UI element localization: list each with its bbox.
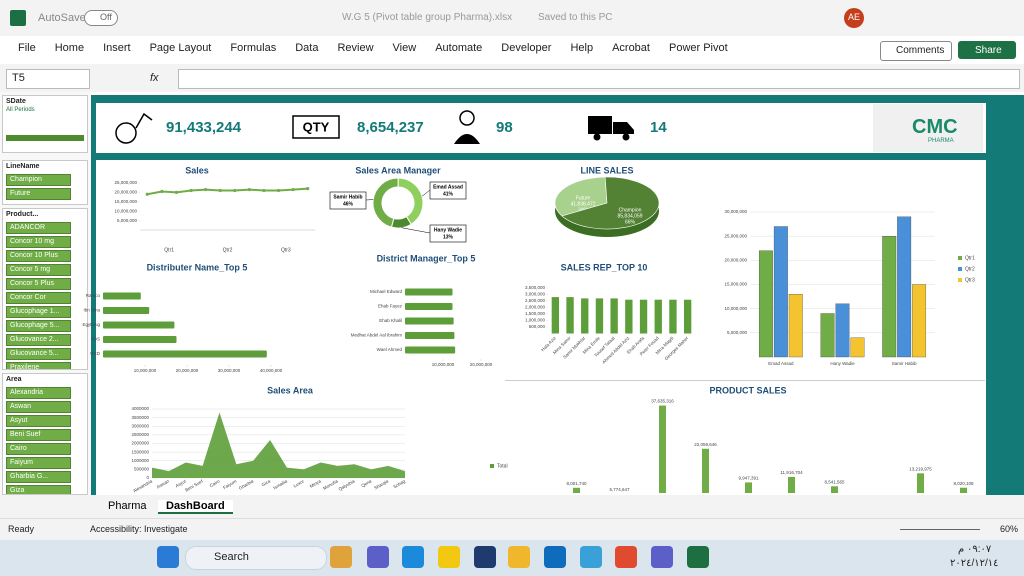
ribbon-tab[interactable]: View (392, 42, 417, 54)
status-accessibility[interactable]: Accessibility: Investigate (90, 524, 188, 534)
ribbon-tab[interactable]: Formulas (230, 42, 277, 54)
ribbon-tab[interactable]: Developer (501, 42, 552, 54)
app-icon[interactable] (508, 546, 530, 568)
slicer-item[interactable]: Concor Cor (6, 292, 71, 304)
name-box-value: T5 (12, 72, 25, 84)
clock-date: ٢٠٢٤/١٢/١٤ (950, 558, 999, 569)
slicer-item[interactable]: Faiyum (6, 457, 71, 469)
ribbon-tab[interactable]: Home (54, 42, 85, 54)
formula-input[interactable] (178, 69, 1020, 89)
slicer-item[interactable]: Champion (6, 174, 71, 186)
pane-divider (505, 380, 985, 381)
zoom-slider[interactable] (900, 529, 980, 530)
file-name: W.G 5 (Pivot table group Pharma).xlsx (342, 12, 513, 23)
logo-sub: PHARMA (928, 138, 954, 144)
app-icon[interactable] (367, 546, 389, 568)
user-avatar[interactable] (844, 8, 864, 28)
slicer-item[interactable]: Concor 5 mg (6, 264, 71, 276)
slicer: LineName Champion Future (2, 160, 88, 205)
slicer-title: Area (6, 376, 22, 383)
app-icon[interactable] (157, 546, 179, 568)
logo-box (873, 104, 983, 152)
ribbon-tab[interactable]: Page Layout (149, 42, 212, 54)
slicer-item[interactable]: Giza (6, 485, 71, 494)
autosave-state: Off (100, 12, 112, 22)
slicer-item[interactable]: Concor 10 Plus (6, 250, 71, 262)
slicer-item[interactable]: Asyut (6, 415, 71, 427)
share-label: Share (975, 45, 1002, 56)
autosave-label: AutoSave (38, 12, 86, 24)
comments-button[interactable] (880, 41, 952, 61)
logo-name: CMC (912, 116, 958, 138)
taskbar-search-label: Search (214, 551, 249, 563)
app-icon[interactable] (474, 546, 496, 568)
ribbon-tab[interactable]: File (18, 42, 36, 54)
slicer-item[interactable]: ADANCOR (6, 222, 71, 234)
kpi-band (96, 153, 986, 160)
ribbon-tab[interactable]: Review (337, 42, 374, 54)
app-icon[interactable] (580, 546, 602, 568)
zoom-level: 60% (1000, 524, 1019, 534)
name-box[interactable] (6, 69, 90, 89)
slicer: Area Alexandria Aswan Asyut Beni Suef Cairo Fa… (2, 373, 88, 495)
slicer: Product... ADANCOR Concor 10 mg Concor 10 P… (2, 208, 88, 370)
sheet-tab[interactable]: Pharma (108, 500, 147, 512)
timeline-bar (6, 135, 84, 141)
ribbon-tab[interactable]: Automate (435, 42, 483, 54)
slicer-item[interactable]: Concor 5 Plus (6, 278, 71, 290)
slicer-item[interactable]: Concor 10 mg (6, 236, 71, 248)
slicer-item[interactable]: Cairo (6, 443, 71, 455)
slicer-item[interactable]: Future (6, 188, 71, 200)
status-ready: Ready (8, 524, 35, 534)
ribbon-tab[interactable]: Insert (103, 42, 131, 54)
slicer-item[interactable]: Beni Suef (6, 429, 71, 441)
ribbon-tabs: File Home Insert Page Layout Formulas Data Rev… (18, 42, 728, 54)
slicer-title: Product... (6, 211, 39, 218)
user-initials: AE (848, 12, 861, 22)
comments-label: Comments (896, 45, 945, 56)
slicer-item[interactable]: Glucovance 5... (6, 348, 71, 360)
slicer-title: SDate (6, 98, 26, 105)
sheet-tab[interactable]: DashBoard (158, 500, 233, 514)
app-icon[interactable] (544, 546, 566, 568)
clock-time: ٠٩:٠٧ م (958, 544, 992, 555)
slicer: SDate All Periods (2, 95, 88, 153)
ribbon-tab[interactable]: Power Pivot (668, 42, 728, 54)
save-state: Saved to this PC (538, 12, 613, 23)
slicer-item[interactable]: Gharbia G... (6, 471, 71, 483)
status-bar (0, 518, 1024, 541)
app-icon[interactable] (330, 546, 352, 568)
fx-label: fx (150, 72, 159, 84)
ribbon-tab[interactable]: Data (295, 42, 319, 54)
share-button[interactable] (958, 41, 1016, 59)
slicer-item[interactable]: Aswan (6, 401, 71, 413)
slicer-item[interactable]: Praxilene (6, 362, 71, 369)
slicer-item[interactable]: Glucophage 1... (6, 306, 71, 318)
excel-icon (10, 10, 26, 26)
app-icon[interactable] (438, 546, 460, 568)
slicer-item[interactable]: Glucovance 2... (6, 334, 71, 346)
app-icon[interactable] (651, 546, 673, 568)
ribbon-tab[interactable]: Help (570, 42, 594, 54)
app-icon[interactable] (615, 546, 637, 568)
slicer-title: LineName (6, 163, 40, 170)
app-icon[interactable] (687, 546, 709, 568)
slicer-period[interactable]: All Periods (6, 107, 35, 113)
taskbar-search[interactable] (185, 546, 327, 570)
slicer-item[interactable]: Alexandria (6, 387, 71, 399)
slicer-panel: SDate All Periods LineName Champion Future Pr… (0, 92, 91, 495)
dashboard-canvas (96, 103, 986, 495)
ribbon-tab[interactable]: Acrobat (612, 42, 650, 54)
slicer-item[interactable]: Glucophage 5... (6, 320, 71, 332)
sheet-tab-bar: Pharma DashBoard (0, 495, 1024, 518)
autosave-toggle[interactable] (84, 10, 118, 26)
app-icon[interactable] (402, 546, 424, 568)
